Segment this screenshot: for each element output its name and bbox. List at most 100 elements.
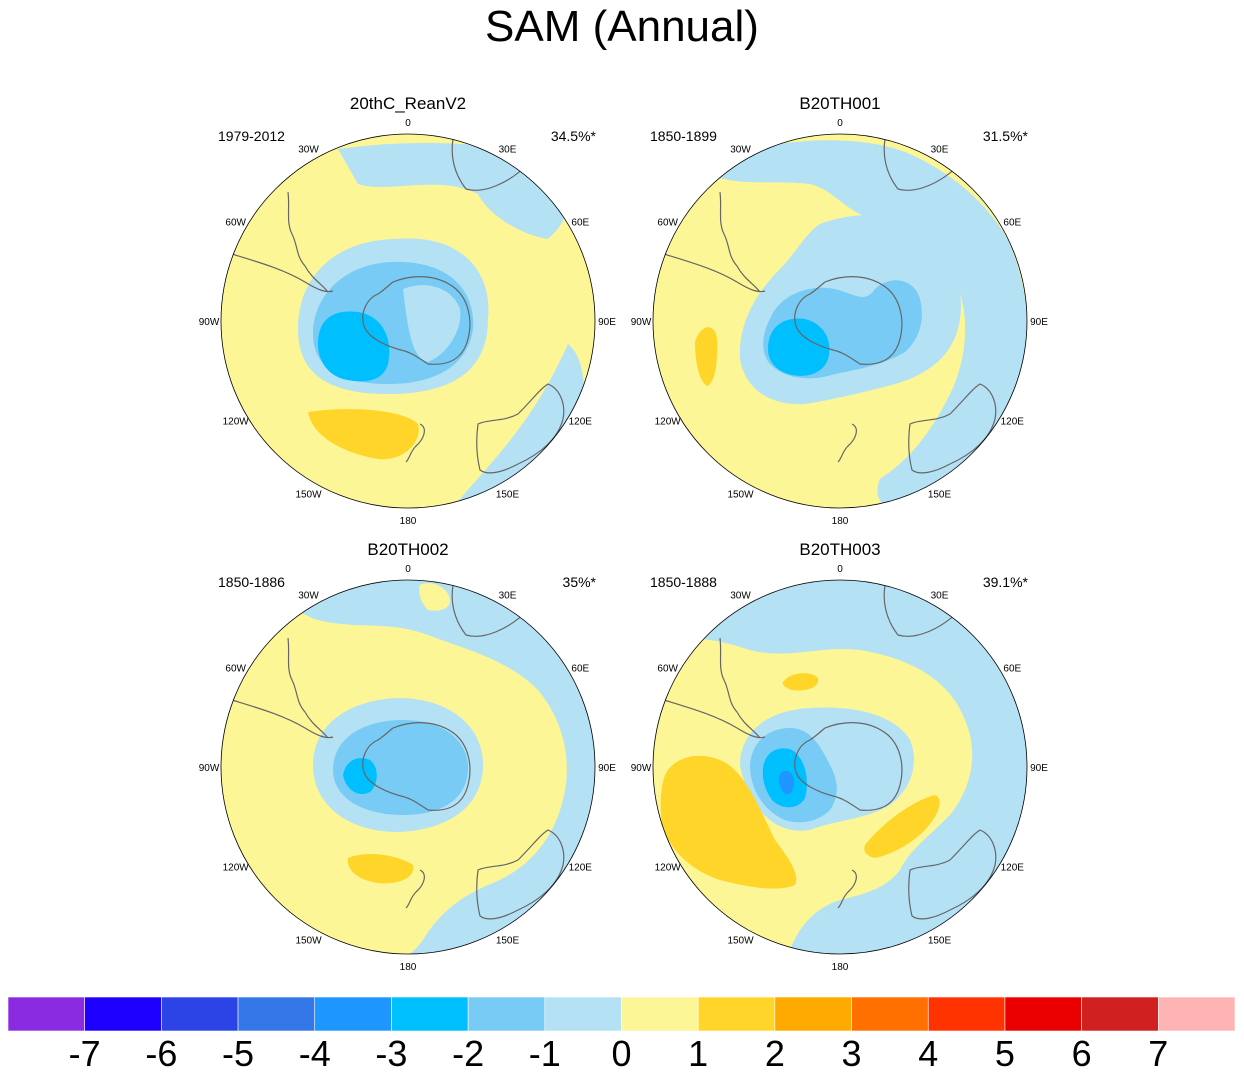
longitude-label: 120E — [569, 863, 593, 874]
longitude-label: 90E — [598, 317, 616, 328]
coastline — [719, 637, 761, 739]
coastline — [287, 637, 329, 739]
longitude-label: 60E — [1003, 218, 1021, 229]
anomaly-region-negative — [403, 285, 461, 362]
longitude-label: 0 — [405, 118, 411, 129]
colorbar-swatch — [851, 997, 929, 1031]
colorbar-swatch — [161, 997, 239, 1031]
longitude-label: 30E — [931, 591, 949, 602]
panel-period: 1979-2012 — [218, 128, 285, 144]
longitude-label: 150W — [727, 935, 754, 946]
coastline — [362, 276, 471, 365]
longitude-label: 150E — [496, 489, 520, 500]
longitude-label: 150E — [496, 935, 520, 946]
coastline — [476, 383, 565, 474]
longitude-label: 120W — [223, 863, 250, 874]
longitude-label: 90W — [199, 317, 220, 328]
colorbar — [8, 997, 1235, 1031]
longitude-label: 90E — [1030, 317, 1048, 328]
colorbar-swatch — [1004, 997, 1082, 1031]
colorbar-tick-label: 6 — [1071, 1033, 1092, 1074]
colorbar-tick-label: -1 — [528, 1033, 561, 1074]
anomaly-region-core — [343, 758, 377, 795]
polar-map: 0 30E 60E 90E 120E 150E 180 150W 120W 90W 60W 30W — [631, 118, 1049, 527]
colorbar-tick-label: -6 — [145, 1033, 178, 1074]
longitude-label: 180 — [832, 516, 849, 527]
longitude-label: 90E — [1030, 763, 1048, 774]
coastline — [837, 869, 857, 909]
longitude-label: 60E — [571, 664, 589, 675]
colorbar-swatch — [391, 997, 469, 1031]
colorbar-tick-label: 7 — [1148, 1033, 1169, 1074]
longitude-label: 30E — [499, 145, 517, 156]
colorbar-swatch — [621, 997, 699, 1031]
anomaly-region-negative — [338, 142, 568, 239]
longitude-label: 30W — [298, 591, 319, 602]
polar-map: 0 30E 60E 90E 120E 150E 180 150W 120W 90W 60W 30W — [199, 118, 617, 527]
panel-variance-pct: 39.1%* — [982, 574, 1028, 590]
panel-title: B20TH003 — [799, 540, 881, 559]
longitude-label: 90E — [598, 763, 616, 774]
map-panel-4: B20TH003 1850-1888 39.1%* 0 30E 60E 90E 120E… — [620, 540, 1060, 980]
colorbar-tick-label: 1 — [688, 1033, 709, 1074]
colorbar-swatch — [237, 997, 316, 1031]
panel-variance-pct: 35%* — [562, 574, 596, 590]
longitude-label: 120W — [655, 417, 682, 428]
map-boundary — [220, 133, 596, 509]
map-boundary — [652, 579, 1028, 955]
coastline — [231, 253, 334, 293]
colorbar-tick-label: 5 — [994, 1033, 1015, 1074]
longitude-label: 120E — [1001, 417, 1025, 428]
polar-map: 0 30E 60E 90E 120E 150E 180 150W 120W 90W 60W 30W — [631, 564, 1049, 973]
coastline — [719, 191, 761, 293]
colorbar-tick-label: -4 — [298, 1033, 331, 1074]
coastline — [362, 722, 471, 811]
longitude-label: 150W — [295, 935, 322, 946]
coastline — [405, 423, 425, 463]
longitude-label: 60W — [657, 218, 678, 229]
colorbar-tick-label: 0 — [611, 1033, 632, 1074]
panel-title: B20TH002 — [367, 540, 449, 559]
anomaly-region-negative — [700, 140, 1027, 508]
anomaly-region-core — [318, 311, 390, 382]
coastline — [908, 383, 997, 474]
anomaly-region-positive — [308, 409, 419, 460]
panel-period: 1850-1899 — [650, 128, 717, 144]
coastline — [794, 722, 903, 811]
panel-period: 1850-1886 — [218, 574, 285, 590]
map-boundary — [652, 133, 1028, 509]
anomaly-region-positive — [660, 755, 797, 889]
longitude-label: 150E — [928, 489, 952, 500]
longitude-label: 60E — [1003, 664, 1021, 675]
map-boundary — [220, 579, 596, 955]
longitude-label: 90W — [631, 763, 652, 774]
coastline — [908, 829, 997, 920]
longitude-label: 120W — [223, 417, 250, 428]
polar-map: 0 30E 60E 90E 120E 150E 180 150W 120W 90W 60W 30W — [199, 564, 617, 973]
colorbar-labels: -7 -6 -5 -4 -3 -2 -1 0 1 2 3 4 5 6 7 — [0, 1031, 1244, 1078]
colorbar-swatch — [467, 997, 546, 1031]
longitude-label: 0 — [405, 564, 411, 575]
longitude-label: 30E — [499, 591, 517, 602]
longitude-label: 60W — [225, 664, 246, 675]
colorbar-swatch — [927, 997, 1006, 1031]
coastline — [231, 699, 334, 739]
longitude-label: 150W — [295, 489, 322, 500]
coastline — [287, 191, 329, 293]
colorbar-swatch — [1158, 997, 1235, 1031]
colorbar-tick-label: 2 — [764, 1033, 785, 1074]
map-panel-1: 20thC_ReanV2 1979-2012 34.5%* 0 30E 60E 90E… — [188, 94, 628, 534]
panel-variance-pct: 31.5%* — [982, 128, 1028, 144]
colorbar-swatch — [314, 997, 392, 1031]
coastline — [663, 253, 766, 293]
longitude-label: 150E — [928, 935, 952, 946]
colorbar-tick-label: -2 — [452, 1033, 485, 1074]
longitude-label: 30W — [730, 591, 751, 602]
colorbar-swatch — [774, 997, 852, 1031]
coastline — [883, 584, 961, 637]
longitude-label: 180 — [400, 516, 417, 527]
longitude-label: 120E — [569, 417, 593, 428]
longitude-label: 60W — [657, 664, 678, 675]
anomaly-region-positive — [419, 583, 450, 611]
longitude-label: 180 — [400, 962, 417, 973]
